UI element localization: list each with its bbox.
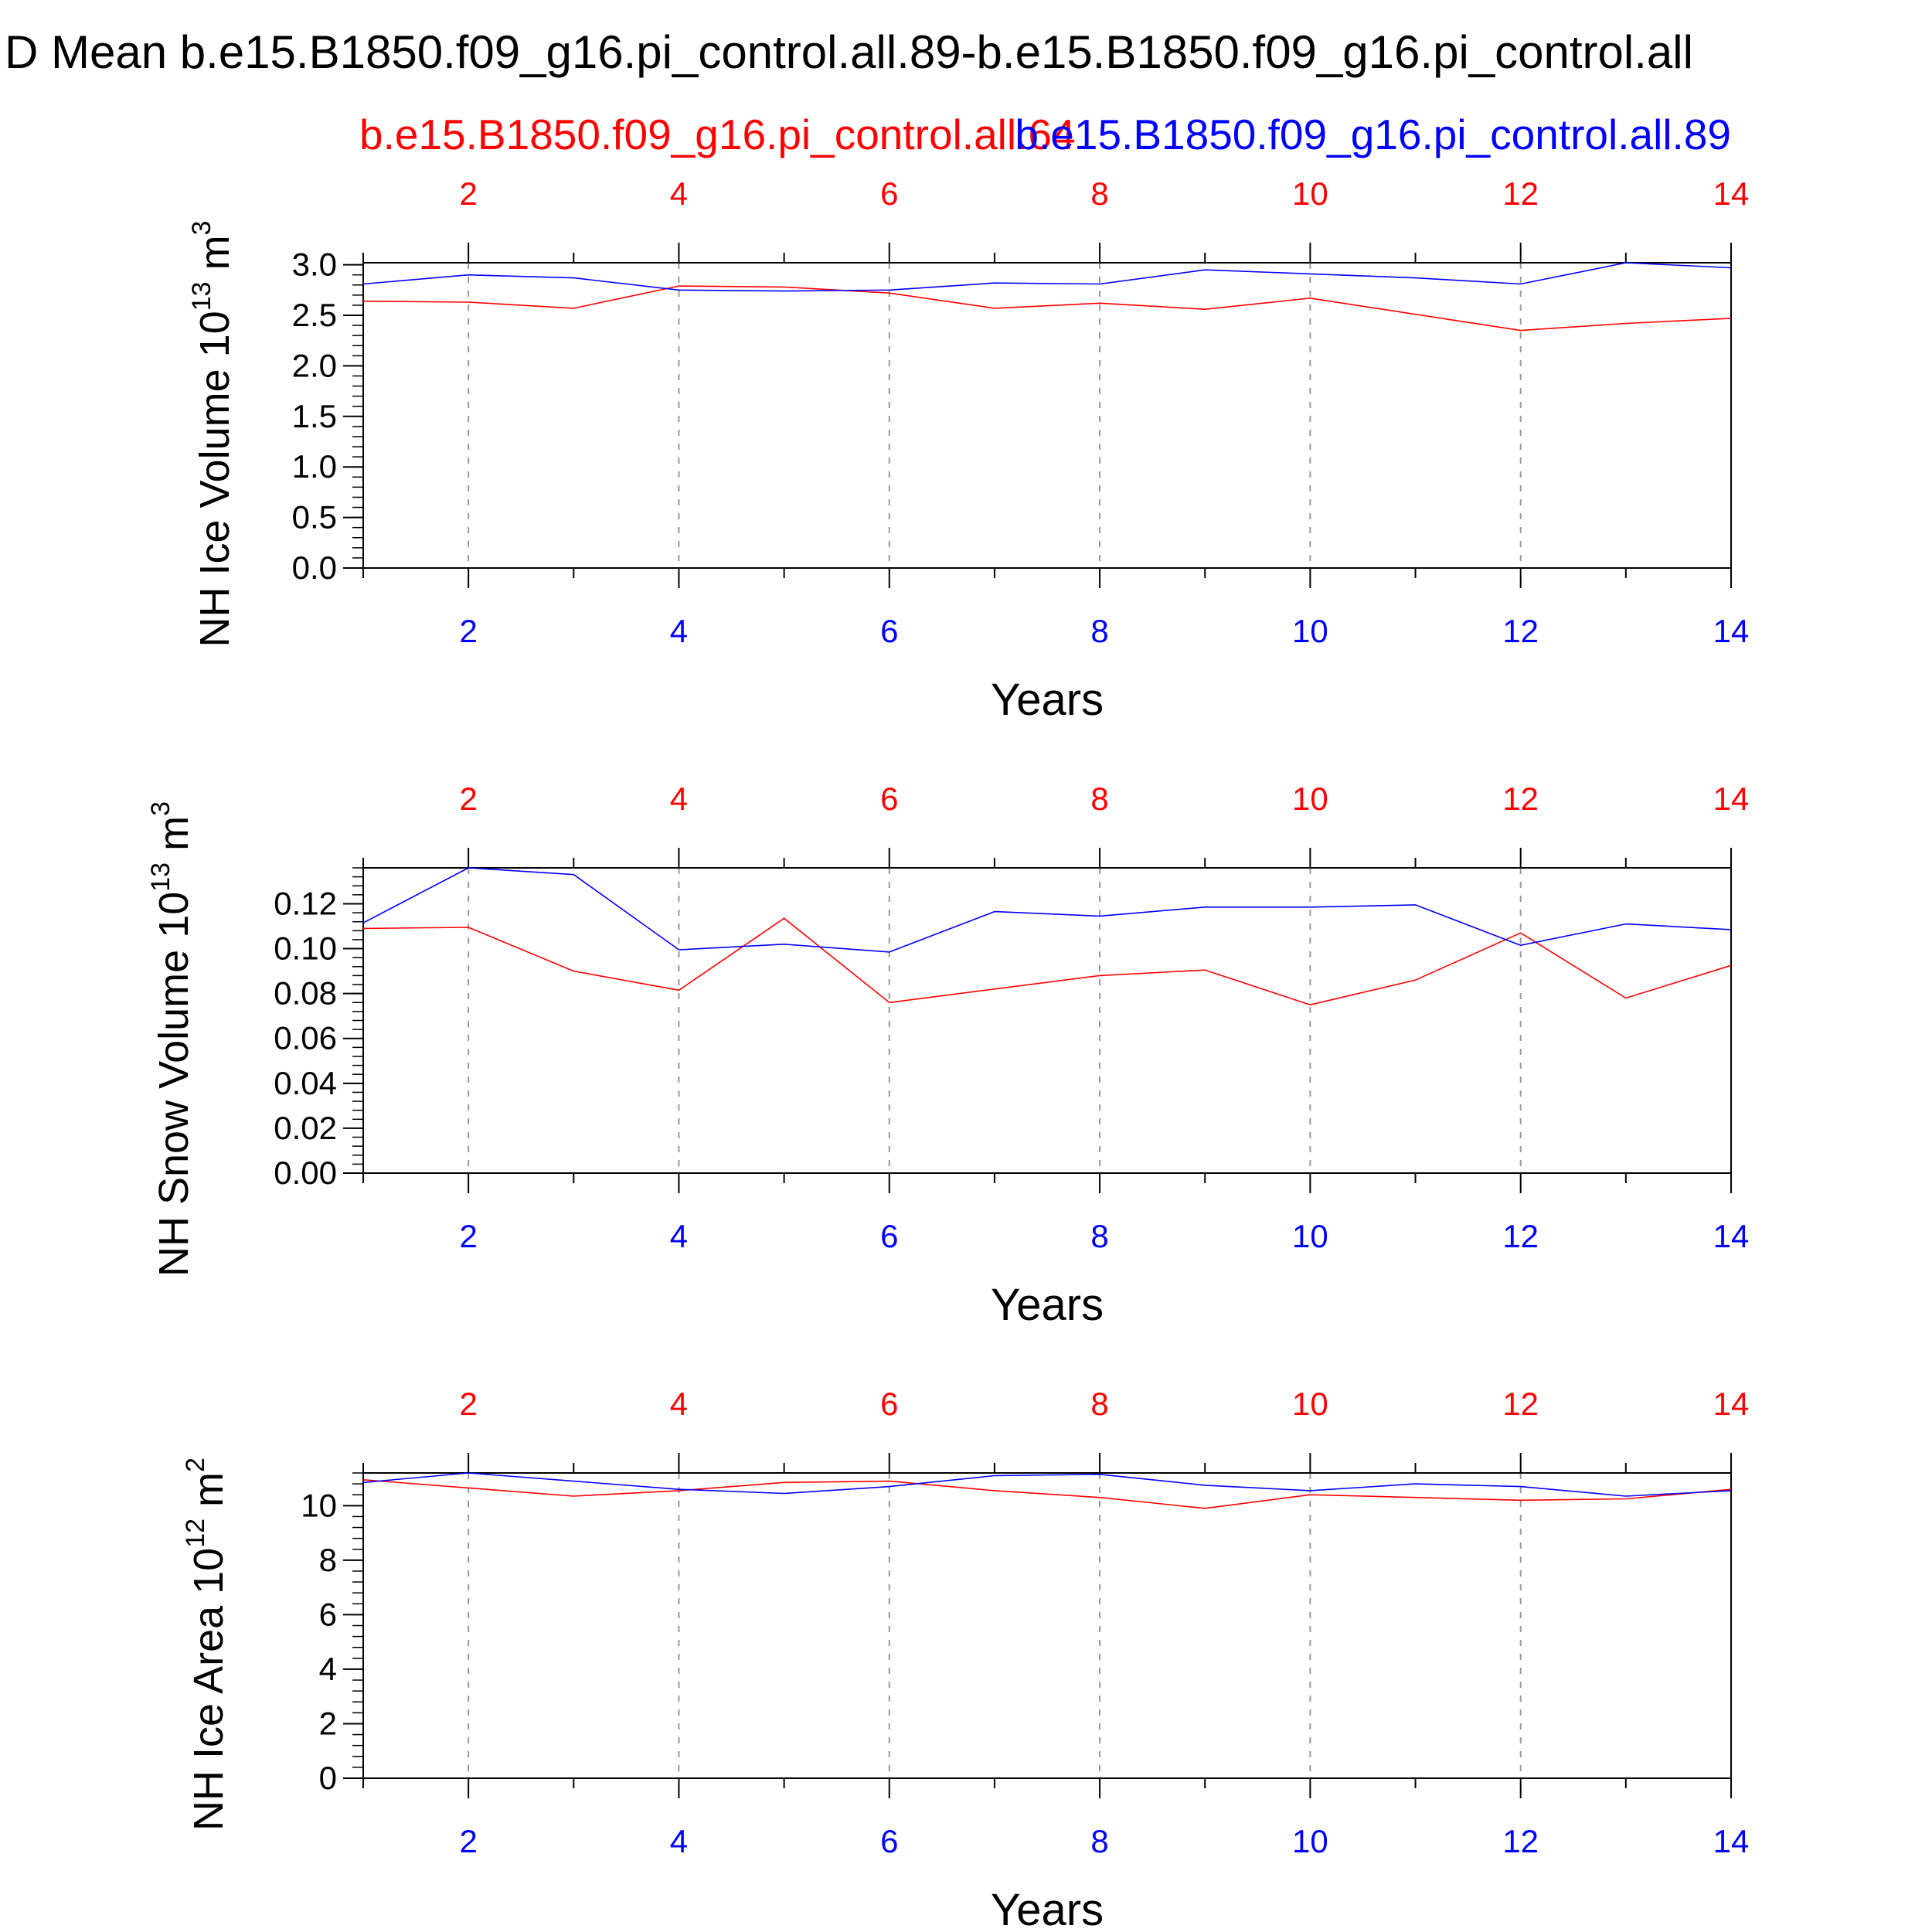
y-axis-title: NH Ice Volume 1013 m3 [187,221,238,648]
y-tick-label: 2.0 [292,347,337,383]
y-tick-label: 0.00 [274,1155,337,1191]
y-tick-label: 0.5 [292,499,337,536]
y-tick-label: 3.0 [292,247,337,283]
y-tick-label: 0.0 [292,549,337,586]
y-axis-title-part: 13 [146,862,175,892]
series-line-blue [362,867,1732,953]
case-label-blue: b.e15.B1850.f09_g16.pi_control.all.89 [1015,111,1731,158]
x-tick-label-top: 14 [1713,1386,1750,1422]
x-tick-label-bottom: 6 [880,1823,898,1859]
y-axis-title-part: m [192,235,238,281]
x-tick-label-top: 6 [880,175,898,212]
figure-title: D Mean b.e15.B1850.f09_g16.pi_control.al… [5,26,1693,78]
x-tick-label-bottom: 14 [1713,1218,1750,1254]
x-tick-label-bottom: 4 [670,1823,688,1859]
y-axis-title-part: 13 [187,281,216,311]
x-tick-label-top: 12 [1502,1386,1539,1422]
series-line-blue [362,1472,1732,1497]
x-tick-label-top: 10 [1292,781,1328,817]
y-tick-label: 6 [319,1596,337,1632]
plot-frame [362,262,1732,569]
x-tick-label-bottom: 6 [880,613,898,649]
y-tick-label: 2.5 [292,297,337,333]
y-axis-title: NH Ice Area 1012 m2 [181,1458,232,1831]
x-tick-label-bottom: 8 [1090,1218,1108,1254]
x-tick-label-top: 6 [880,781,898,817]
panel-3: 2 2 4 4 6 6 8 8 10 10 12 12 14 14 0 2 4 6 8 10 Years NH Ice A… [181,1386,1749,1932]
y-axis-title-part: 2 [181,1458,210,1472]
x-tick-label-bottom: 10 [1292,1823,1328,1859]
series-line-red [362,1479,1732,1509]
x-tick-label-bottom: 2 [459,613,477,649]
x-tick-label-bottom: 14 [1713,613,1750,649]
x-tick-label-top: 2 [459,175,477,212]
x-tick-label-top: 14 [1713,175,1750,212]
x-tick-label-bottom: 4 [670,1218,688,1254]
y-axis-title-part: m [151,816,197,862]
x-tick-label-top: 2 [459,781,477,817]
x-tick-label-top: 12 [1502,175,1539,212]
y-tick-label: 0.04 [274,1065,337,1101]
x-tick-label-top: 6 [880,1386,898,1422]
x-tick-label-top: 8 [1090,781,1108,817]
x-tick-label-bottom: 6 [880,1218,898,1254]
series-line-red [362,917,1732,1005]
x-tick-label-bottom: 8 [1090,1823,1108,1859]
y-axis-title-part: m [185,1472,232,1519]
x-tick-label-top: 8 [1090,175,1108,212]
x-tick-label-bottom: 10 [1292,1218,1328,1254]
x-tick-label-top: 14 [1713,781,1750,817]
x-tick-label-top: 10 [1292,1386,1328,1422]
y-axis-title-part: 12 [181,1519,210,1548]
y-tick-label: 0 [319,1760,337,1796]
y-tick-label: 0.12 [274,885,337,921]
y-axis-title-part: NH Ice Volume 10 [192,311,238,647]
y-tick-label: 0.06 [274,1020,337,1056]
y-axis-title-part: 3 [187,221,216,236]
y-tick-label: 0.10 [274,930,337,967]
panels: 2 2 4 4 6 6 8 8 10 10 12 12 14 14 0.0 0.5 1.0 1.5 2.0 2.5 3.… [146,175,1749,1932]
x-tick-label-bottom: 10 [1292,613,1328,649]
y-axis-title: NH Snow Volume 1013 m3 [146,801,197,1277]
x-tick-label-bottom: 12 [1502,613,1539,649]
y-tick-label: 0.02 [274,1110,337,1146]
series-line-blue [362,262,1732,292]
x-tick-label-top: 2 [459,1386,477,1422]
x-axis-title: Years [991,675,1104,725]
x-tick-label-bottom: 2 [459,1218,477,1254]
y-tick-label: 1.0 [292,448,337,485]
case-label-red: b.e15.B1850.f09_g16.pi_control.all.64 [359,111,1076,158]
y-axis-title-part: NH Ice Area 10 [185,1548,232,1831]
x-tick-label-top: 12 [1502,781,1539,817]
y-tick-label: 10 [301,1487,337,1523]
x-tick-label-bottom: 8 [1090,613,1108,649]
x-tick-label-bottom: 12 [1502,1218,1539,1254]
x-tick-label-bottom: 12 [1502,1823,1539,1859]
x-axis-title: Years [991,1885,1104,1932]
y-tick-label: 8 [319,1542,337,1578]
x-tick-label-top: 8 [1090,1386,1108,1422]
x-tick-label-top: 4 [670,781,688,817]
x-tick-label-bottom: 14 [1713,1823,1750,1859]
x-tick-label-bottom: 4 [670,613,688,649]
x-tick-label-bottom: 2 [459,1823,477,1859]
x-axis-title: Years [991,1280,1104,1330]
y-tick-label: 4 [319,1651,337,1687]
series-line-red [362,285,1732,332]
y-tick-label: 0.08 [274,975,337,1012]
y-axis-title-part: 3 [146,801,175,816]
y-axis-title-part: NH Snow Volume 10 [151,892,197,1277]
x-tick-label-top: 10 [1292,175,1328,212]
x-tick-label-top: 4 [670,175,688,212]
x-tick-label-top: 4 [670,1386,688,1422]
y-tick-label: 1.5 [292,398,337,434]
panel-2: 2 2 4 4 6 6 8 8 10 10 12 12 14 14 0.00 0.02 0.04 0.06 0.08… [146,781,1749,1330]
y-tick-label: 2 [319,1705,337,1741]
panel-1: 2 2 4 4 6 6 8 8 10 10 12 12 14 14 0.0 0.5 1.0 1.5 2.0 2.5 3.… [187,175,1749,725]
